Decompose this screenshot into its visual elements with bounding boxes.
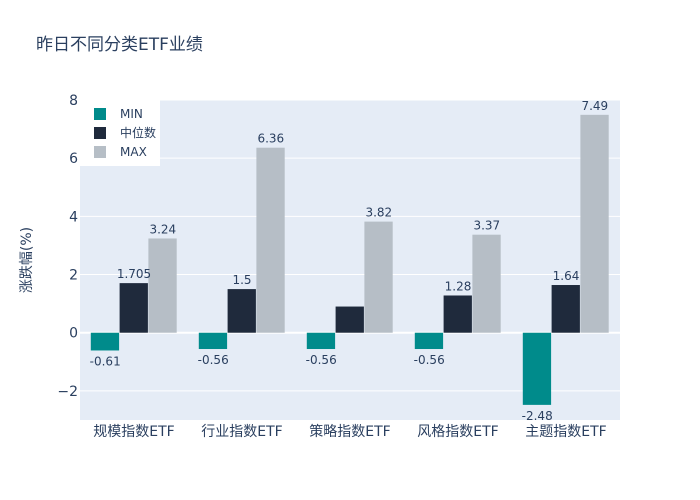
- y-tick-label: 0: [69, 326, 78, 342]
- data-label: -0.61: [90, 354, 121, 368]
- bar[interactable]: [414, 332, 444, 350]
- y-tick-label: 2: [69, 268, 78, 284]
- bar[interactable]: [443, 295, 472, 333]
- data-label: 1.705: [117, 267, 151, 281]
- data-labels: -0.61 1.705 3.24 -0.56 1.5 6.36 -0.56 3.82 -0.56…: [90, 99, 608, 423]
- y-tick-label: 6: [69, 151, 78, 167]
- data-label: 7.49: [581, 99, 608, 113]
- data-label: 1.5: [232, 273, 251, 287]
- bar[interactable]: [198, 332, 228, 350]
- chart-title: 昨日不同分类ETF业绩: [36, 35, 203, 55]
- x-tick-label: 行业指数ETF: [201, 424, 282, 440]
- bar[interactable]: [335, 306, 364, 333]
- legend-swatch: [94, 108, 106, 120]
- bar[interactable]: [522, 332, 552, 405]
- bar[interactable]: [472, 234, 501, 333]
- bar[interactable]: [551, 285, 580, 333]
- data-label: -2.48: [522, 409, 553, 423]
- x-tick-label: 主题指数ETF: [525, 424, 606, 440]
- bar[interactable]: [119, 283, 148, 333]
- legend-label: 中位数: [120, 125, 156, 140]
- y-axis-title: 涨跌幅(%): [19, 227, 35, 293]
- x-tick-label: 规模指数ETF: [93, 424, 174, 440]
- data-label: -0.56: [306, 353, 337, 367]
- data-label: 3.37: [473, 219, 500, 233]
- bar[interactable]: [306, 332, 336, 350]
- data-label: -0.56: [414, 353, 445, 367]
- legend[interactable]: MIN 中位数 MAX: [80, 100, 160, 166]
- data-label: 6.36: [257, 132, 284, 146]
- y-axis: −2 0 2 4 6 8: [57, 93, 78, 400]
- bar[interactable]: [580, 114, 609, 333]
- y-tick-label: 4: [69, 209, 78, 225]
- bar[interactable]: [227, 289, 256, 333]
- bar[interactable]: [148, 238, 177, 333]
- y-tick-label: −2: [57, 384, 78, 400]
- data-label: 1.64: [553, 269, 580, 283]
- data-label: 3.24: [149, 222, 176, 236]
- data-label: 1.28: [445, 279, 472, 293]
- data-label: -0.56: [198, 353, 229, 367]
- legend-label: MIN: [120, 107, 143, 121]
- x-tick-label: 风格指数ETF: [417, 424, 498, 440]
- x-tick-label: 策略指数ETF: [309, 423, 390, 440]
- bar[interactable]: [364, 221, 393, 333]
- bar[interactable]: [256, 147, 285, 333]
- bar[interactable]: [90, 332, 120, 351]
- bars: [90, 114, 609, 405]
- legend-swatch: [94, 146, 106, 158]
- legend-swatch: [94, 127, 106, 139]
- y-tick-label: 8: [69, 93, 78, 109]
- legend-background: [80, 100, 160, 166]
- legend-label: MAX: [120, 145, 147, 159]
- data-label: 3.82: [365, 206, 392, 220]
- x-axis: 规模指数ETF 行业指数ETF 策略指数ETF 风格指数ETF 主题指数ETF: [93, 423, 606, 440]
